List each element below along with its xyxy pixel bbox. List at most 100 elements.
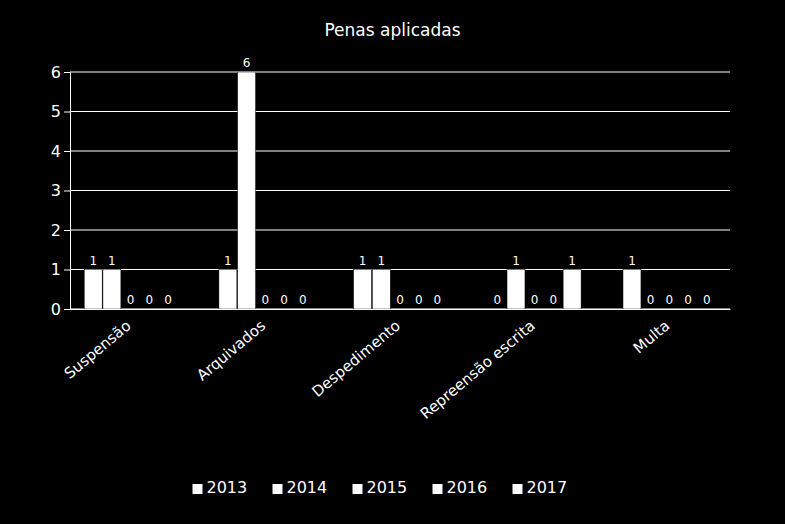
legend-swatch: [513, 484, 523, 494]
bar: [256, 309, 274, 310]
bar: [679, 309, 697, 310]
bar: [140, 309, 158, 310]
data-label: 0: [550, 293, 558, 307]
data-label: 0: [493, 293, 501, 307]
data-label: 0: [396, 293, 404, 307]
legend: 2013 2014 2015 2016 2017: [193, 478, 568, 497]
data-label: 0: [164, 293, 172, 307]
tick-label: Arquivados: [193, 316, 269, 384]
bar: [563, 270, 581, 310]
tick: 3: [51, 181, 70, 200]
axis-line: [64, 73, 71, 310]
grid-line: [70, 150, 730, 151]
tick: 0: [51, 300, 70, 319]
bar: [642, 309, 660, 310]
tick-label: 5: [51, 102, 61, 121]
bar: [698, 309, 716, 310]
x-axis: Suspensão Arquivados DespedimentoRepreensã…: [61, 309, 731, 423]
legend-swatch: [353, 484, 363, 494]
bar: [623, 270, 641, 310]
tick-mark: [64, 309, 70, 310]
tick: Arquivados: [193, 309, 269, 384]
bar: [410, 309, 428, 310]
bar: [507, 270, 525, 310]
legend-swatch: [433, 484, 443, 494]
bar: [219, 270, 237, 310]
bar: [238, 72, 256, 309]
data-label: 0: [299, 293, 307, 307]
grid-line: [70, 71, 730, 72]
bar: [159, 309, 177, 310]
bar: [84, 270, 102, 310]
legend-item: 2014: [273, 478, 328, 497]
bar: [488, 309, 506, 310]
bar: [354, 270, 372, 310]
tick-mark: [64, 191, 70, 192]
data-label: 0: [145, 293, 153, 307]
data-label: 1: [89, 254, 97, 268]
data-label: 0: [415, 293, 423, 307]
tick: Suspensão: [61, 309, 135, 383]
tick-label: 6: [51, 63, 61, 82]
tick-mark: [64, 230, 70, 231]
bar: [122, 309, 140, 310]
legend-label: 2015: [367, 478, 408, 497]
tick-label: 1: [51, 260, 61, 279]
data-label: 0: [703, 293, 711, 307]
data-label: 1: [108, 254, 116, 268]
legend-label: 2016: [447, 478, 488, 497]
data-label: 0: [280, 293, 288, 307]
bar: [275, 309, 293, 310]
data-label: 0: [666, 293, 674, 307]
background: [0, 0, 785, 524]
chart: Penas aplicadas1110116110000000000000010…: [0, 0, 785, 524]
axis-line: [71, 309, 731, 310]
bars: [84, 72, 641, 309]
data-label: 0: [434, 293, 442, 307]
tick-label: Despedimento: [308, 317, 403, 401]
bar: [660, 309, 678, 310]
data-label: 0: [261, 293, 269, 307]
bar: [294, 309, 312, 310]
tick: Multa: [630, 309, 674, 357]
legend-swatch: [193, 484, 203, 494]
tick-label: Multa: [630, 317, 674, 358]
tick-label: 2: [51, 221, 61, 240]
tick-mark: [64, 72, 70, 73]
tick: 4: [51, 142, 70, 161]
legend-item: 2013: [193, 478, 248, 497]
legend-label: 2013: [207, 478, 248, 497]
grid-line: [70, 229, 730, 230]
tick: 5: [51, 102, 70, 121]
legend-swatch: [273, 484, 283, 494]
legend-item: 2016: [433, 478, 488, 497]
tick: 6: [51, 63, 70, 82]
grid-line: [70, 190, 730, 191]
legend-label: 2014: [287, 478, 328, 497]
grid: [70, 72, 730, 309]
bar: [103, 270, 121, 310]
tick-mark: [64, 151, 70, 152]
bar: [391, 309, 409, 310]
bar: [544, 309, 562, 310]
tick-mark: [64, 112, 70, 113]
legend-item: 2015: [353, 478, 408, 497]
tick-label: 3: [51, 181, 61, 200]
tick-label: Repreensão escrita: [417, 317, 539, 423]
data-label: 0: [127, 293, 135, 307]
legend-label: 2017: [527, 478, 568, 497]
bar: [428, 309, 446, 310]
data-label: 0: [684, 293, 692, 307]
tick-label: Suspensão: [61, 317, 135, 383]
bar: [372, 270, 390, 310]
tick: Despedimento: [308, 309, 403, 401]
tick-label: 0: [51, 300, 61, 319]
tick: 2: [51, 221, 70, 240]
data-label: 0: [531, 293, 539, 307]
grid-line: [70, 111, 730, 112]
data-label: 1: [628, 254, 636, 268]
data-label: 1: [359, 254, 367, 268]
data-label: 1: [512, 254, 520, 268]
tick-label: 4: [51, 142, 61, 161]
bar: [526, 309, 544, 310]
